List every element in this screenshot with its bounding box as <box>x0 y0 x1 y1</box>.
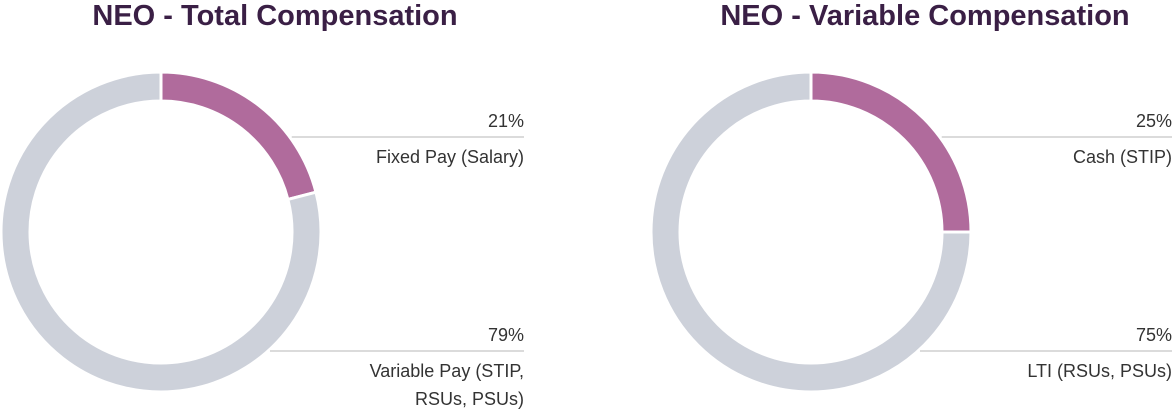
category-label: Cash (STIP) <box>1072 147 1172 167</box>
category-label: LTI (RSUs, PSUs) <box>1027 361 1172 381</box>
value-label: 79% <box>487 325 524 345</box>
chart-title: NEO - Total Compensation <box>92 0 458 32</box>
chart-title: NEO - Variable Compensation <box>720 0 1130 32</box>
value-label: 25% <box>1135 111 1172 131</box>
donut-slice <box>649 70 973 394</box>
category-label: Variable Pay (STIP, RSUs, PSUs) <box>369 361 524 409</box>
value-label: 21% <box>487 111 524 131</box>
category-label: Fixed Pay (Salary) <box>375 147 524 167</box>
donut-slice <box>0 70 323 394</box>
donut-slice <box>159 70 318 202</box>
value-label: 75% <box>1135 325 1172 345</box>
donut-slice <box>809 70 973 234</box>
